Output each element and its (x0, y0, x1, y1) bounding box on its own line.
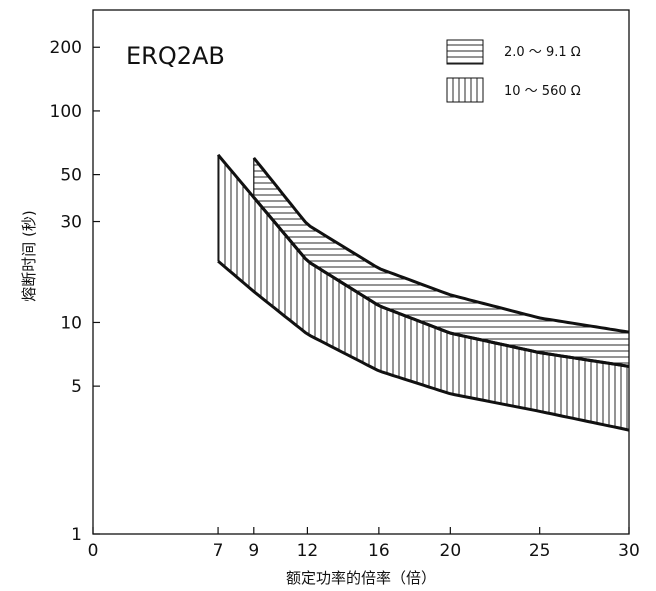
y-tick-label: 5 (71, 377, 82, 397)
x-tick-label: 20 (440, 541, 462, 561)
x-tick-label: 9 (248, 541, 259, 561)
y-tick-label: 50 (60, 166, 82, 186)
x-tick-label: 30 (618, 541, 640, 561)
y-tick-label: 100 (50, 102, 82, 122)
y-tick-label: 1 (71, 525, 82, 545)
y-tick-label: 200 (50, 38, 82, 58)
legend-label-series-2: 10 ～ 560 Ω (504, 84, 581, 99)
y-tick-label: 10 (60, 313, 82, 333)
legend-label-series-1: 2.0 ～ 9.1 Ω (504, 45, 581, 60)
x-tick-label: 25 (529, 541, 551, 561)
y-tick-label: 30 (60, 213, 82, 233)
y-axis-title: 熔断时间 (秒) (20, 210, 38, 301)
chart-title: ERQ2AB (126, 42, 225, 70)
x-tick-label: 16 (368, 541, 390, 561)
x-tick-label: 12 (297, 541, 319, 561)
x-axis-title: 额定功率的倍率（倍） (286, 569, 436, 587)
x-tick-label: 7 (213, 541, 224, 561)
legend-swatch-horizontal-hatch (447, 40, 483, 64)
legend-swatch-vertical-hatch (447, 78, 483, 102)
x-tick-label: 0 (88, 541, 99, 561)
